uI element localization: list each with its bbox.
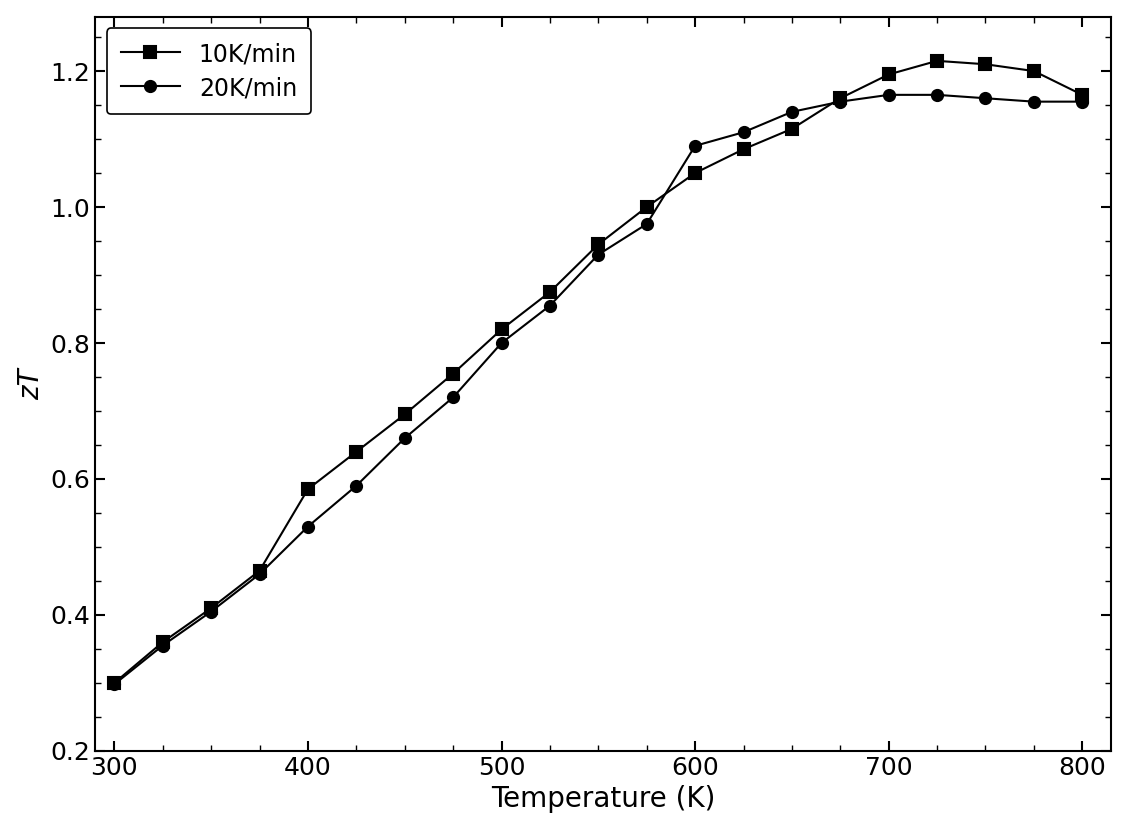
Legend: 10K/min, 20K/min: 10K/min, 20K/min [107,28,311,115]
10K/min [834,93,847,103]
20K/min [495,338,509,348]
10K/min [1028,66,1041,76]
20K/min [1075,96,1089,106]
20K/min [688,141,702,151]
20K/min [1028,96,1041,106]
20K/min [979,93,993,103]
Line: 10K/min: 10K/min [108,56,1087,689]
10K/min [688,168,702,178]
10K/min [1075,90,1089,100]
20K/min [785,107,799,117]
20K/min [107,679,121,689]
10K/min [640,202,653,212]
10K/min [350,447,363,456]
20K/min [204,607,218,617]
20K/min [301,521,315,531]
10K/min [785,124,799,134]
10K/min [447,369,460,378]
20K/min [544,300,557,310]
10K/min [979,59,993,69]
10K/min [931,56,944,66]
X-axis label: Temperature (K): Temperature (K) [491,785,715,813]
10K/min [495,325,509,334]
20K/min [591,250,605,260]
20K/min [156,641,169,651]
10K/min [156,637,169,647]
20K/min [834,96,847,106]
20K/min [640,219,653,229]
20K/min [398,433,412,443]
20K/min [447,393,460,403]
10K/min [398,409,412,419]
10K/min [737,144,750,154]
20K/min [882,90,896,100]
10K/min [204,603,218,613]
Y-axis label: zT: zT [17,368,45,399]
20K/min [931,90,944,100]
20K/min [737,127,750,137]
20K/min [253,569,266,579]
10K/min [591,239,605,249]
10K/min [107,678,121,688]
20K/min [350,481,363,491]
Line: 20K/min: 20K/min [108,90,1087,690]
10K/min [253,566,266,576]
10K/min [301,484,315,494]
10K/min [544,287,557,297]
10K/min [882,70,896,80]
